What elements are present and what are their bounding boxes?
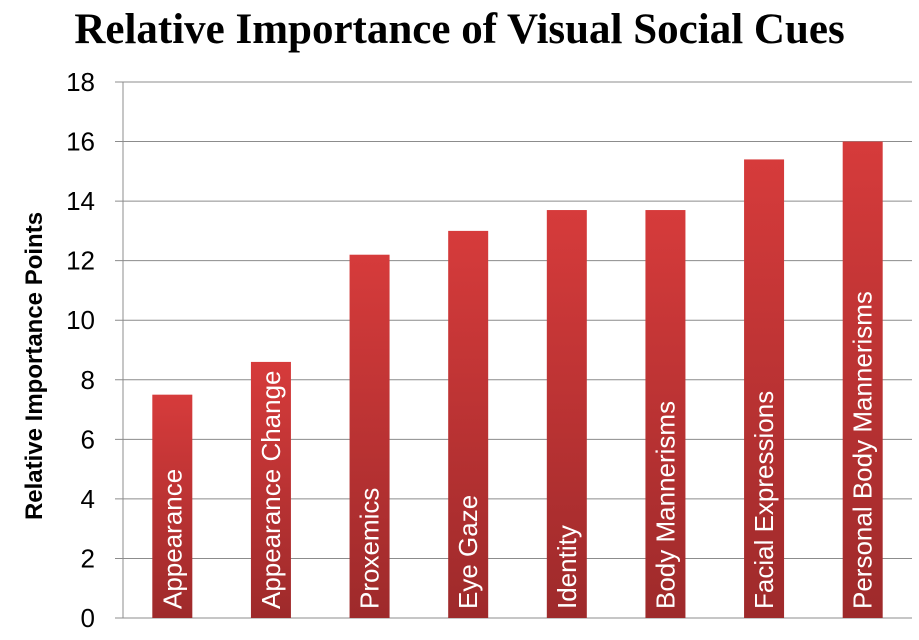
y-tick-label: 0 (81, 603, 95, 633)
chart-title: Relative Importance of Visual Social Cue… (74, 6, 845, 53)
bar-labels: Appearance Appearance Change Proxemics Eye … (157, 291, 877, 609)
y-tick-label: 18 (66, 67, 95, 97)
bars (152, 141, 883, 619)
gridlines (115, 81, 912, 619)
bar (152, 394, 193, 618)
category-label: Eye Gaze (453, 495, 483, 609)
bar (546, 210, 587, 619)
bar (250, 361, 291, 618)
category-label: Appearance Change (256, 370, 286, 609)
y-tick-label: 2 (81, 543, 95, 573)
bar (645, 210, 686, 619)
category-label: Body Mannerisms (650, 401, 680, 609)
y-tick-label: 12 (66, 246, 95, 276)
y-tick-label: 16 (66, 127, 95, 157)
y-tick-label: 10 (66, 305, 95, 335)
category-label: Identity (552, 525, 582, 609)
bar (744, 159, 785, 618)
y-axis-ticks: 0 2 4 6 8 10 12 14 16 18 (66, 67, 95, 633)
category-label: Facial Expressions (749, 391, 779, 609)
y-tick-label: 14 (66, 186, 95, 216)
y-tick-label: 6 (81, 424, 95, 454)
category-label: Personal Body Mannerisms (848, 291, 878, 609)
category-label: Appearance (157, 469, 187, 609)
y-tick-label: 4 (81, 484, 95, 514)
y-axis-title: Relative Importance Points (21, 212, 48, 520)
category-label: Proxemics (355, 488, 385, 609)
y-tick-label: 8 (81, 365, 95, 395)
bar (842, 141, 883, 619)
bar (448, 230, 489, 618)
bar (349, 254, 390, 618)
